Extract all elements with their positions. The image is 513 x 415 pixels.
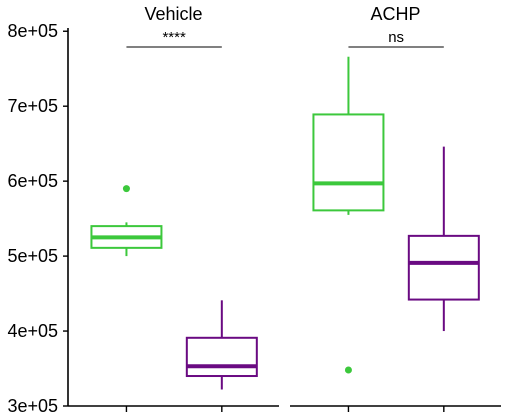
box (185, 336, 258, 378)
y-axis: 3e+05 4e+05 5e+05 6e+05 7e+05 8e+05 (7, 21, 69, 415)
significance-label: ns (388, 29, 404, 46)
panel-vehicle: Vehicle **** (68, 4, 279, 412)
significance-label: **** (162, 29, 186, 46)
outlier-point (122, 185, 130, 193)
box-group (407, 146, 480, 412)
panels: Vehicle **** ACHP ns (68, 4, 501, 412)
y-tick-label: 6e+05 (7, 171, 58, 191)
panel-title: ACHP (370, 4, 420, 24)
box-group (312, 56, 385, 412)
box (312, 113, 385, 212)
panel-title: Vehicle (144, 4, 202, 24)
box-group (185, 300, 258, 412)
box-group (90, 185, 163, 412)
outlier-point (344, 366, 352, 374)
box (407, 234, 480, 301)
y-tick-label: 4e+05 (7, 321, 58, 341)
y-tick-label: 7e+05 (7, 96, 58, 116)
y-tick-label: 5e+05 (7, 246, 58, 266)
y-tick-label: 3e+05 (7, 396, 58, 415)
panel-achp: ACHP ns (290, 4, 501, 412)
y-tick-label: 8e+05 (7, 21, 58, 41)
